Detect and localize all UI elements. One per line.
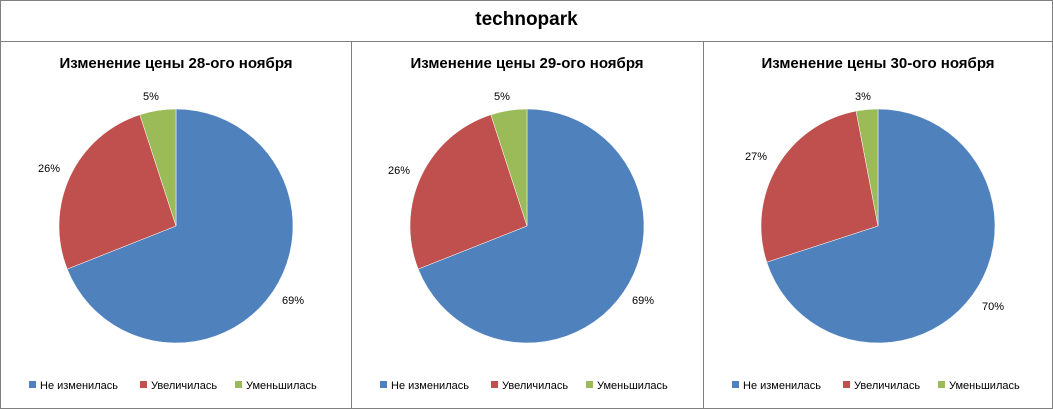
pie-chart-3: Изменение цены 30-ого ноября 70% 27% 3% Не и… <box>732 55 1020 392</box>
data-label: 69% <box>282 295 304 307</box>
legend-swatch <box>140 381 147 388</box>
pie-chart-1: Изменение цены 28-ого ноября 69% 26% 5% Не и… <box>29 55 317 392</box>
legend-label: Не изменилась <box>40 380 118 392</box>
chart-panel-2: Изменение цены 29-ого ноября 69% 26% 5% Не и… <box>352 42 704 408</box>
data-label: 27% <box>745 151 767 163</box>
pie-slice-уменьшилась <box>855 108 879 227</box>
legend-swatch <box>380 381 387 388</box>
chart-panel-1: Изменение цены 28-ого ноября 69% 26% 5% Не и… <box>1 42 352 408</box>
header: technopark <box>1 1 1052 42</box>
legend-label: Уменьшилась <box>597 380 668 392</box>
data-label: 5% <box>494 91 510 103</box>
data-label: 5% <box>143 91 159 103</box>
legend-swatch <box>491 381 498 388</box>
pie-chart-2: Изменение цены 29-ого ноября 69% 26% 5% Не и… <box>380 55 668 392</box>
legend-label: Уменьшилась <box>949 380 1020 392</box>
chart-panel-3: Изменение цены 30-ого ноября 70% 27% 3% Не и… <box>704 42 1052 408</box>
legend-label: Увеличилась <box>151 380 217 392</box>
legend-label: Увеличилась <box>502 380 568 392</box>
legend-swatch <box>586 381 593 388</box>
pie-slice-увеличилась <box>58 114 177 270</box>
legend-label: Увеличилась <box>854 380 920 392</box>
chart-title: Изменение цены 30-ого ноября <box>761 55 994 72</box>
pie-slice-уменьшилась <box>139 108 177 227</box>
pie-slice-не-изменилась <box>66 108 294 344</box>
legend-label: Не изменилась <box>391 380 469 392</box>
legend-label: Не изменилась <box>743 380 821 392</box>
legend-swatch <box>235 381 242 388</box>
legend-swatch <box>843 381 850 388</box>
data-label: 26% <box>388 165 410 177</box>
main-title: technopark <box>475 9 578 30</box>
chart-title: Изменение цены 28-ого ноября <box>59 55 292 72</box>
data-label: 3% <box>855 91 871 103</box>
legend-swatch <box>938 381 945 388</box>
legend-label: Уменьшилась <box>246 380 317 392</box>
data-label: 69% <box>632 295 654 307</box>
chart-title: Изменение цены 29-ого ноября <box>410 55 643 72</box>
pie-slice-увеличилась <box>409 114 528 270</box>
pie-slice-уменьшилась <box>490 108 528 227</box>
pie-slice-не-изменилась <box>417 108 645 344</box>
pie-slice-увеличилась <box>760 110 879 263</box>
data-label: 26% <box>38 163 60 175</box>
legend-swatch <box>29 381 36 388</box>
data-label: 70% <box>982 301 1004 313</box>
legend-swatch <box>732 381 739 388</box>
pie-slice-не-изменилась <box>766 108 996 344</box>
